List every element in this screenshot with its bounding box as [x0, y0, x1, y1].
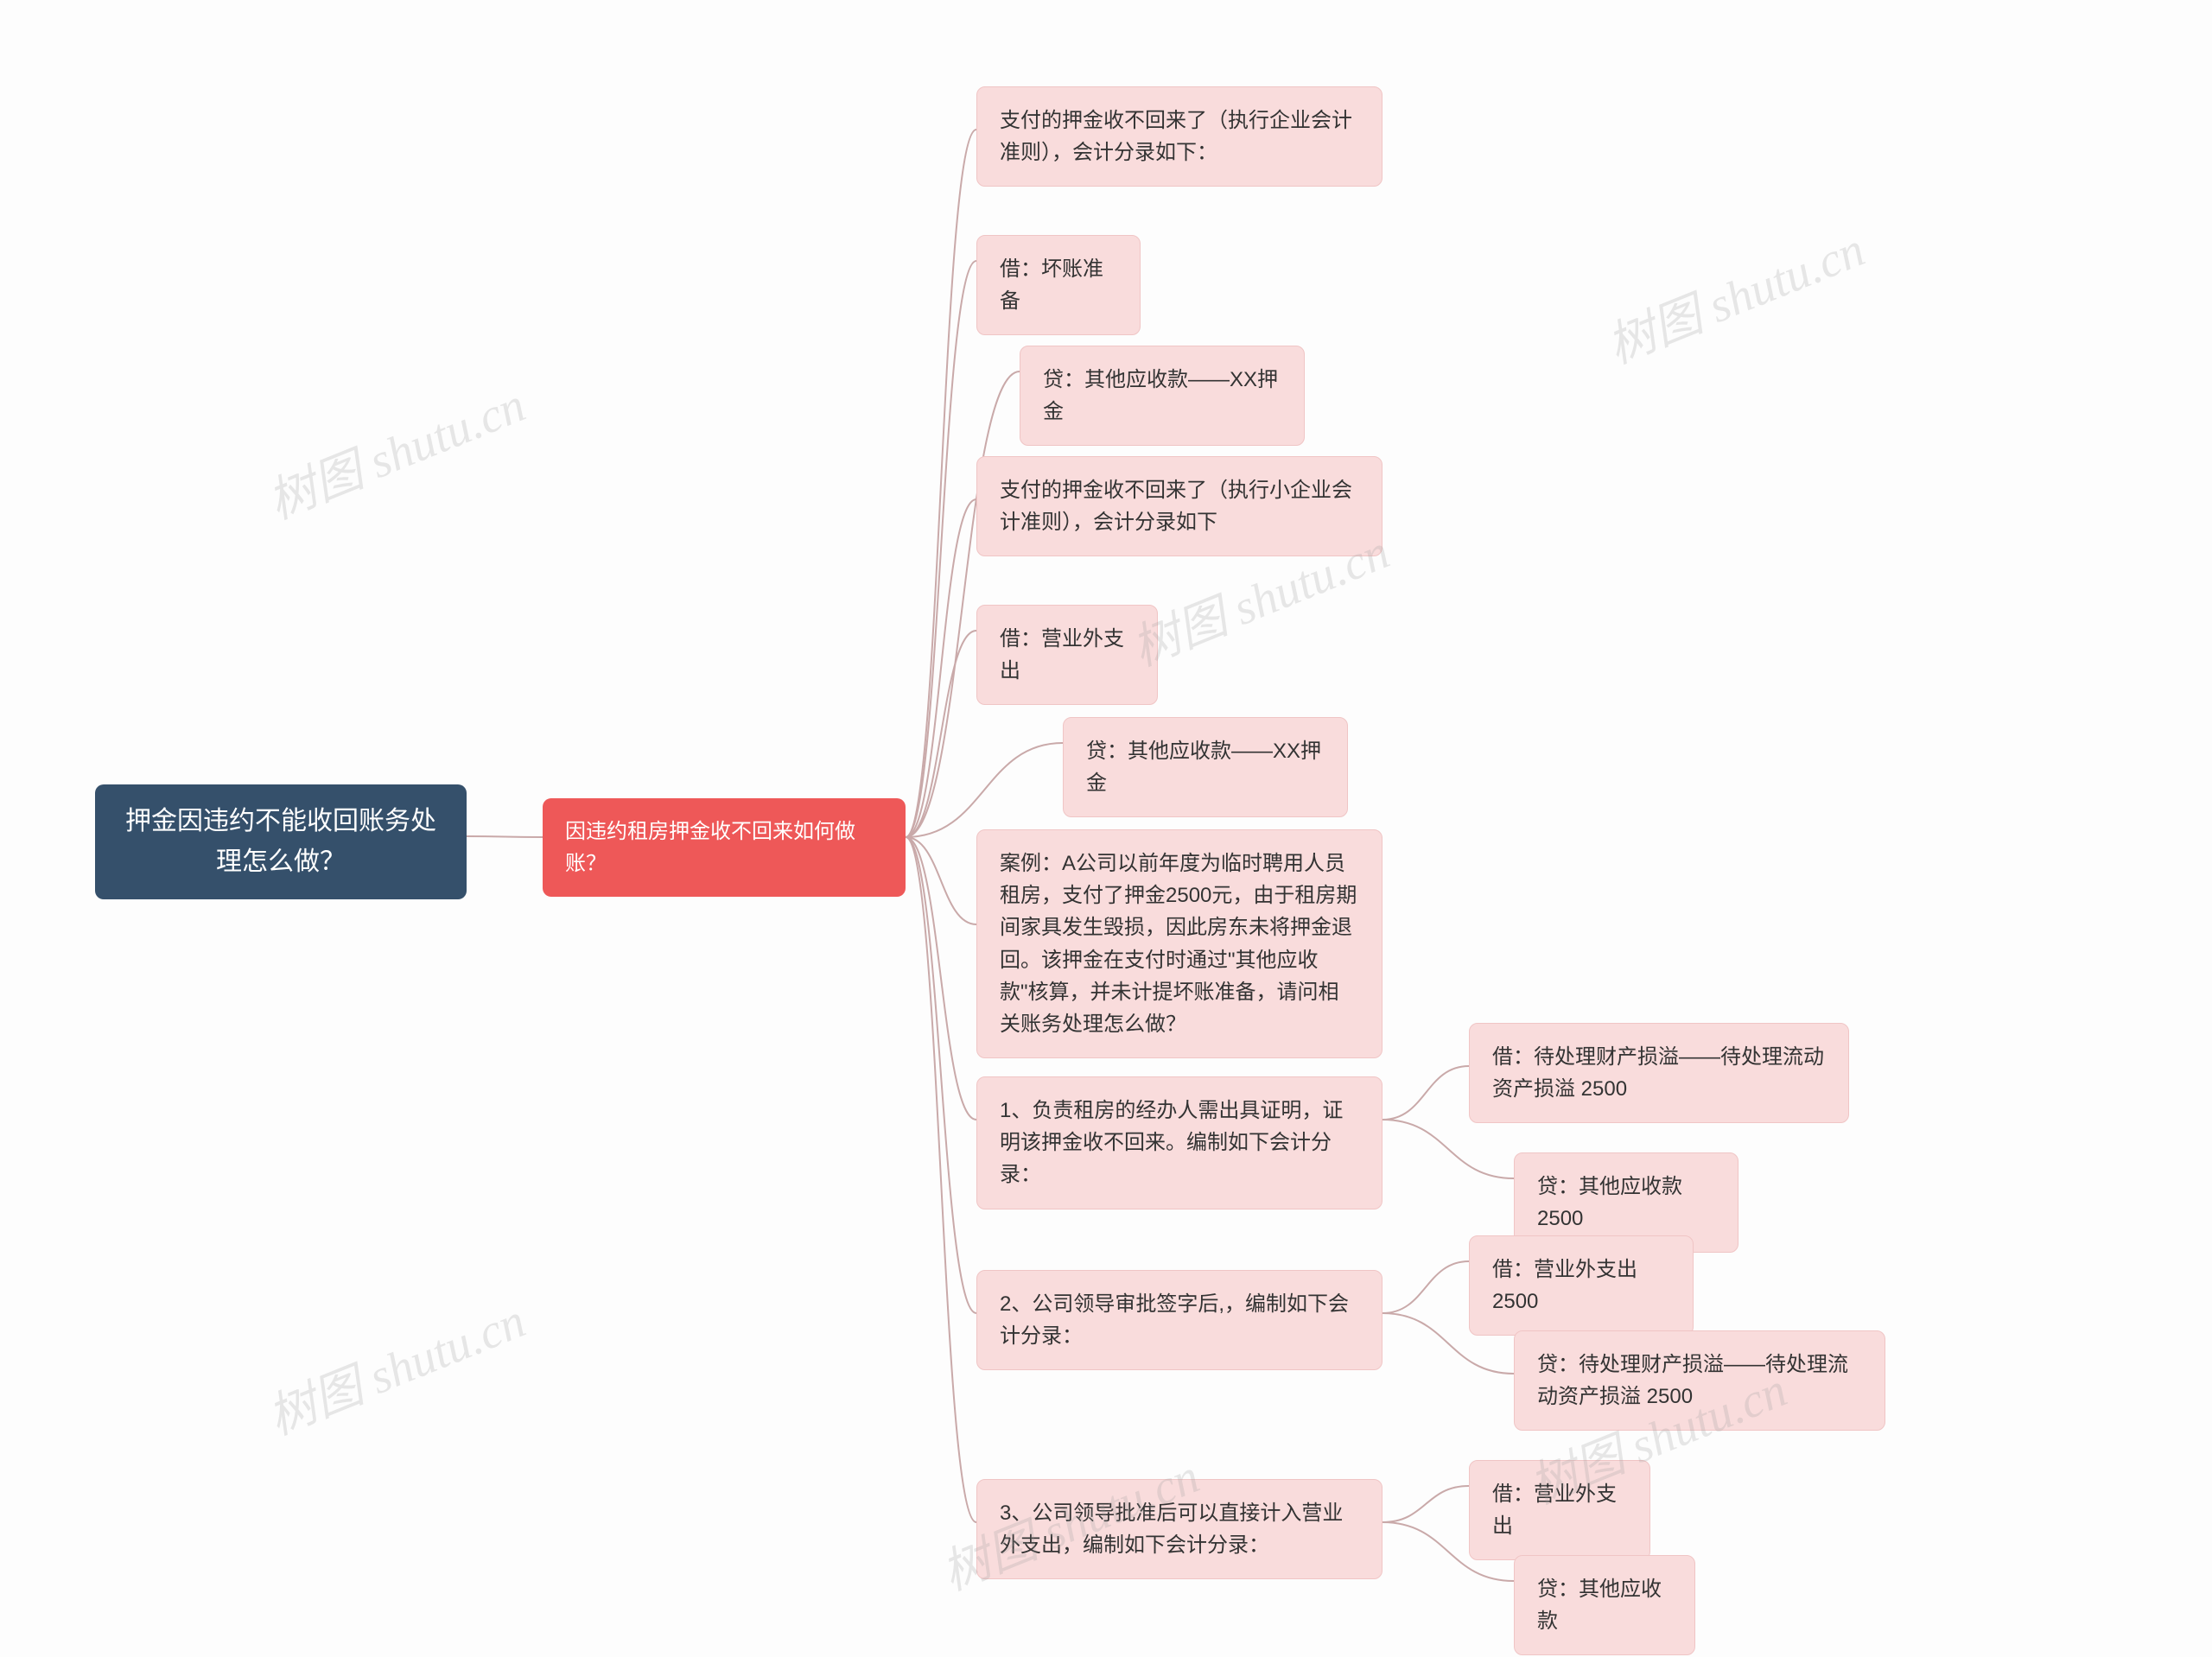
l2-node-c5: 借：营业外支出	[976, 605, 1158, 705]
l3-node-c9a: 借：营业外支出 2500	[1469, 1235, 1694, 1336]
l3-label: 贷：待处理财产损溢——待处理流动资产损溢 2500	[1537, 1349, 1862, 1413]
l2-label: 贷：其他应收款——XX押金	[1086, 735, 1325, 799]
l3-label: 借：营业外支出 2500	[1492, 1254, 1670, 1317]
l2-node-c10: 3、公司领导批准后可以直接计入营业外支出，编制如下会计分录：	[976, 1479, 1382, 1579]
l2-label: 3、公司领导批准后可以直接计入营业外支出，编制如下会计分录：	[1000, 1497, 1359, 1561]
l2-node-c8: 1、负责租房的经办人需出具证明，证明该押金收不回来。编制如下会计分录：	[976, 1076, 1382, 1209]
l3-label: 借：营业外支出	[1492, 1478, 1627, 1542]
level1-node: 因违约租房押金收不回来如何做账？	[543, 798, 906, 897]
l2-node-c7: 案例：A公司以前年度为临时聘用人员租房，支付了押金2500元，由于租房期间家具发…	[976, 829, 1382, 1058]
level1-label: 因违约租房押金收不回来如何做账？	[565, 816, 883, 879]
l2-node-c6: 贷：其他应收款——XX押金	[1063, 717, 1348, 817]
l2-label: 支付的押金收不回来了（执行小企业会计准则），会计分录如下	[1000, 474, 1359, 538]
l2-node-c2: 借：坏账准备	[976, 235, 1141, 335]
l2-label: 1、负责租房的经办人需出具证明，证明该押金收不回来。编制如下会计分录：	[1000, 1095, 1359, 1191]
l2-label: 2、公司领导审批签字后,，编制如下会计分录：	[1000, 1288, 1359, 1352]
l3-label: 借：待处理财产损溢——待处理流动资产损溢 2500	[1492, 1041, 1826, 1105]
l2-node-c4: 支付的押金收不回来了（执行小企业会计准则），会计分录如下	[976, 456, 1382, 556]
mindmap-canvas: 押金因违约不能收回账务处理怎么做？ 因违约租房押金收不回来如何做账？ 支付的押金…	[0, 0, 2212, 1657]
l2-label: 借：营业外支出	[1000, 623, 1135, 687]
l3-node-c10b: 贷：其他应收款	[1514, 1555, 1695, 1655]
l3-node-c10a: 借：营业外支出	[1469, 1460, 1650, 1560]
root-node: 押金因违约不能收回账务处理怎么做？	[95, 784, 467, 899]
l3-node-c8a: 借：待处理财产损溢——待处理流动资产损溢 2500	[1469, 1023, 1849, 1123]
l2-label: 支付的押金收不回来了（执行企业会计准则），会计分录如下：	[1000, 105, 1359, 168]
l2-node-c1: 支付的押金收不回来了（执行企业会计准则），会计分录如下：	[976, 86, 1382, 187]
l3-label: 贷：其他应收款	[1537, 1573, 1672, 1637]
root-label: 押金因违约不能收回账务处理怎么做？	[118, 802, 444, 882]
l3-label: 贷：其他应收款 2500	[1537, 1171, 1715, 1235]
l3-node-c9b: 贷：待处理财产损溢——待处理流动资产损溢 2500	[1514, 1330, 1885, 1431]
l2-label: 借：坏账准备	[1000, 253, 1117, 317]
l2-node-c9: 2、公司领导审批签字后,，编制如下会计分录：	[976, 1270, 1382, 1370]
l2-label: 贷：其他应收款——XX押金	[1043, 364, 1281, 428]
l2-node-c3: 贷：其他应收款——XX押金	[1020, 346, 1305, 446]
l2-label: 案例：A公司以前年度为临时聘用人员租房，支付了押金2500元，由于租房期间家具发…	[1000, 848, 1359, 1040]
